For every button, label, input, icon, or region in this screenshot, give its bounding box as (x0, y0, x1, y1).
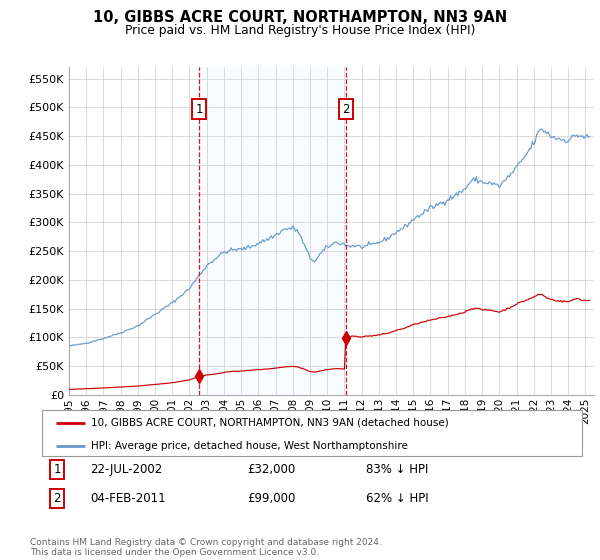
Text: 10, GIBBS ACRE COURT, NORTHAMPTON, NN3 9AN: 10, GIBBS ACRE COURT, NORTHAMPTON, NN3 9… (93, 10, 507, 25)
Text: £99,000: £99,000 (247, 492, 296, 505)
Text: Price paid vs. HM Land Registry's House Price Index (HPI): Price paid vs. HM Land Registry's House … (125, 24, 475, 36)
Text: 2: 2 (53, 492, 61, 505)
Text: 1: 1 (195, 102, 203, 116)
Text: 2: 2 (342, 102, 350, 116)
Text: 1: 1 (53, 463, 61, 476)
Text: HPI: Average price, detached house, West Northamptonshire: HPI: Average price, detached house, West… (91, 441, 407, 451)
Bar (199, 67, 346, 395)
Text: 62% ↓ HPI: 62% ↓ HPI (366, 492, 428, 505)
Text: 22-JUL-2002: 22-JUL-2002 (91, 463, 163, 476)
Text: £32,000: £32,000 (247, 463, 295, 476)
Text: 10, GIBBS ACRE COURT, NORTHAMPTON, NN3 9AN (detached house): 10, GIBBS ACRE COURT, NORTHAMPTON, NN3 9… (91, 418, 448, 428)
Text: Contains HM Land Registry data © Crown copyright and database right 2024.
This d: Contains HM Land Registry data © Crown c… (30, 538, 382, 557)
Text: 04-FEB-2011: 04-FEB-2011 (91, 492, 166, 505)
Text: 83% ↓ HPI: 83% ↓ HPI (366, 463, 428, 476)
